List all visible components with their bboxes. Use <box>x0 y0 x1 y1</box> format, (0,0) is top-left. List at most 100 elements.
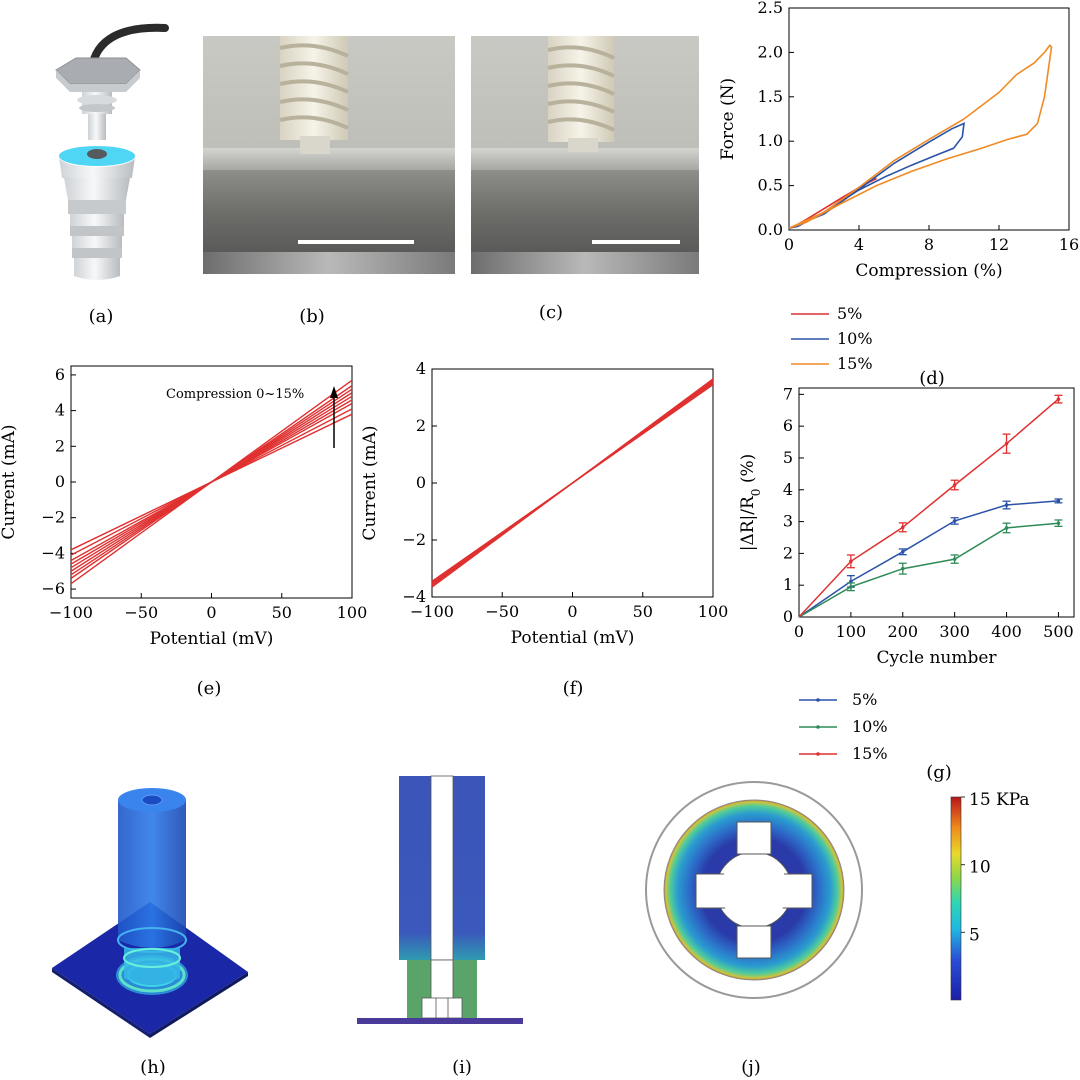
y-tick-label: 4 <box>55 401 65 420</box>
iv-line <box>70 379 353 585</box>
legend-label: 10% <box>837 329 873 348</box>
x-tick-label: 0 <box>206 603 216 622</box>
x-tick-label: 500 <box>1043 622 1074 641</box>
colorbar: 15 KPa 10 5 <box>950 790 1030 1001</box>
y-tick-label: 6 <box>783 416 793 435</box>
y-tick-label: 4 <box>783 480 793 499</box>
data-point <box>952 483 957 487</box>
x-tick-label: 50 <box>633 602 653 621</box>
x-tick-label: 100 <box>698 602 729 621</box>
legend-label: 10% <box>852 717 888 736</box>
y-tick-label: 1 <box>783 575 793 594</box>
y-axis-label: Force (N) <box>718 78 738 160</box>
y-tick-label: 0 <box>783 607 793 626</box>
y-tick-label: 0 <box>55 472 65 491</box>
colorbar-tick-label: 10 <box>969 858 991 878</box>
x-tick-label: −100 <box>410 602 454 621</box>
y-tick-label: 6 <box>55 365 65 384</box>
compression-arrow <box>330 386 338 448</box>
x-tick-label: 8 <box>924 235 934 254</box>
y-axis-label: Current (mA) <box>0 424 19 539</box>
annotation-compression: Compression 0~15% <box>166 387 304 402</box>
scale-bar <box>592 240 680 244</box>
series-line-10% <box>788 122 965 229</box>
y-tick-label: 3 <box>783 512 793 531</box>
data-point <box>849 584 853 589</box>
fem-top-view <box>645 781 863 999</box>
legend-label: 5% <box>837 304 862 323</box>
y-tick-label: 4 <box>416 359 426 378</box>
panel-label-h: (h) <box>140 1057 166 1078</box>
y-tick-label: −2 <box>402 530 426 549</box>
data-point <box>1004 526 1009 530</box>
y-tick-label: −2 <box>41 508 65 527</box>
data-point <box>1056 397 1061 401</box>
sensor-model-illustration <box>55 23 169 280</box>
y-tick-label: 1.0 <box>758 131 783 150</box>
x-axis-label: Compression (%) <box>855 261 1002 281</box>
x-tick-label: 300 <box>939 622 970 641</box>
x-tick-label: −100 <box>49 603 93 622</box>
x-tick-label: 12 <box>989 235 1009 254</box>
photo-compressed <box>471 36 699 274</box>
y-tick-label: 2 <box>416 416 426 435</box>
x-tick-label: 200 <box>888 622 919 641</box>
legend-label: 15% <box>837 354 873 373</box>
x-axis-label: Potential (mV) <box>150 629 274 649</box>
legend-marker <box>816 725 820 729</box>
y-tick-label: 5 <box>783 448 793 467</box>
panel-label-a: (a) <box>89 306 114 327</box>
series-line-15% <box>798 398 1059 618</box>
x-tick-label: 50 <box>272 603 292 622</box>
x-tick-label: 0 <box>784 235 794 254</box>
x-tick-label: 0 <box>794 622 804 641</box>
data-point <box>1056 521 1061 525</box>
data-point <box>900 549 905 554</box>
legend-marker <box>816 698 820 702</box>
x-axis-label: Potential (mV) <box>511 628 635 648</box>
colorbar-tick-label: 15 KPa <box>969 790 1030 810</box>
panel-label-f: (f) <box>563 678 584 699</box>
fem-cross-section <box>357 775 523 1024</box>
y-tick-label: −4 <box>402 587 426 606</box>
y-tick-label: 0.5 <box>758 176 783 195</box>
iv-line <box>431 378 714 588</box>
x-tick-label: −50 <box>485 602 519 621</box>
data-point <box>900 525 905 530</box>
data-point <box>952 557 957 561</box>
scale-bar <box>298 240 414 244</box>
fem-3d-model <box>52 788 248 1038</box>
y-tick-label: 0.0 <box>758 220 783 239</box>
chart-resistance-change: 0 100 200 300 400 500 0 1 2 3 4 5 6 7 Cycle number |ΔR|… <box>738 384 1075 763</box>
data-point <box>1004 503 1009 507</box>
x-tick-label: 400 <box>991 622 1022 641</box>
data-point <box>849 559 853 564</box>
y-tick-label: 2 <box>55 436 65 455</box>
x-tick-label: 100 <box>836 622 867 641</box>
chart-iv-cycles: −100 −50 0 50 100 −4 −2 0 2 4 Potential (mV) Curren… <box>360 359 728 648</box>
y-axis-label-sub: 0 <box>749 489 763 497</box>
legend-marker <box>816 752 820 756</box>
x-tick-label: 4 <box>854 235 864 254</box>
y-axis-label: Current (mA) <box>360 425 380 540</box>
y-tick-label: 2 <box>783 543 793 562</box>
data-point <box>1056 499 1061 503</box>
panel-label-i: (i) <box>452 1057 472 1078</box>
y-axis-label-tail: (%) <box>738 454 758 489</box>
photo-uncompressed <box>203 36 455 274</box>
plot-frame <box>788 7 1070 231</box>
y-tick-label: 2.0 <box>758 42 783 61</box>
panel-label-e: (e) <box>197 678 222 699</box>
panel-label-d: (d) <box>919 368 945 389</box>
legend-label: 15% <box>852 744 888 763</box>
y-tick-label: 0 <box>416 473 426 492</box>
y-tick-label: −6 <box>41 579 65 598</box>
series-line-5% <box>798 500 1059 618</box>
x-tick-label: 100 <box>337 603 368 622</box>
series-line-10% <box>798 522 1059 618</box>
panel-label-j: (j) <box>741 1057 761 1078</box>
y-tick-label: −4 <box>41 543 65 562</box>
panel-label-b: (b) <box>299 306 325 327</box>
x-axis-label: Cycle number <box>876 648 997 668</box>
